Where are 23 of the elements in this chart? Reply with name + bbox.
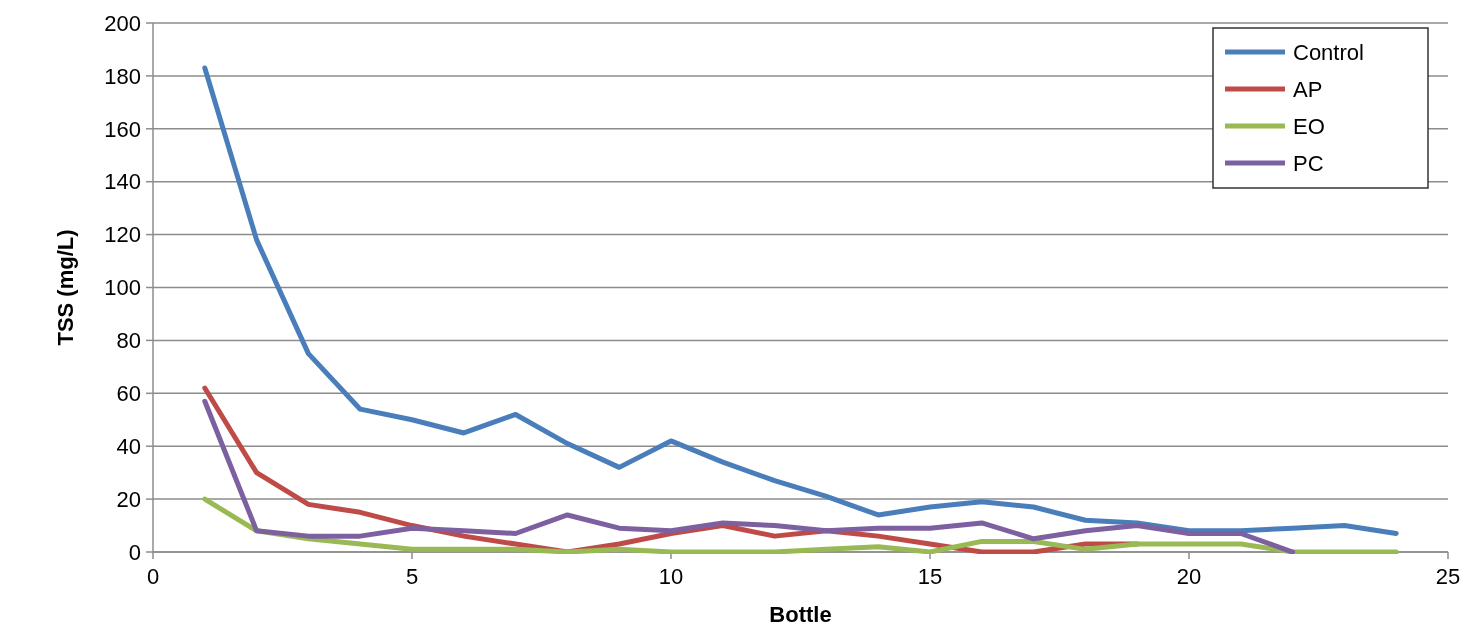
legend-label: EO xyxy=(1293,113,1325,139)
y-tick-label: 80 xyxy=(116,328,141,354)
y-tick-label: 180 xyxy=(104,63,141,89)
x-tick-label: 10 xyxy=(658,564,684,589)
legend-label: AP xyxy=(1293,76,1323,102)
y-tick-label: 140 xyxy=(104,169,141,195)
y-tick-label: 100 xyxy=(104,275,141,301)
legend-label: PC xyxy=(1293,150,1324,176)
legend-label: Control xyxy=(1293,39,1364,65)
y-tick-label: 0 xyxy=(128,539,141,565)
y-tick-label: 40 xyxy=(116,433,141,459)
x-tick-label: 25 xyxy=(1435,564,1461,589)
x-axis-title: Bottle xyxy=(769,602,832,627)
x-tick-label: 5 xyxy=(405,564,419,589)
y-tick-label: 60 xyxy=(116,381,141,406)
x-tick-label: 15 xyxy=(917,564,943,589)
x-tick-label: 0 xyxy=(146,564,160,589)
y-tick-label: 200 xyxy=(104,10,141,36)
y-tick-label: 120 xyxy=(104,222,141,248)
y-tick-label: 20 xyxy=(116,486,141,512)
y-axis-title: TSS (mg/L) xyxy=(53,229,78,346)
x-tick-label: 20 xyxy=(1176,564,1202,589)
y-tick-label: 160 xyxy=(104,116,141,142)
